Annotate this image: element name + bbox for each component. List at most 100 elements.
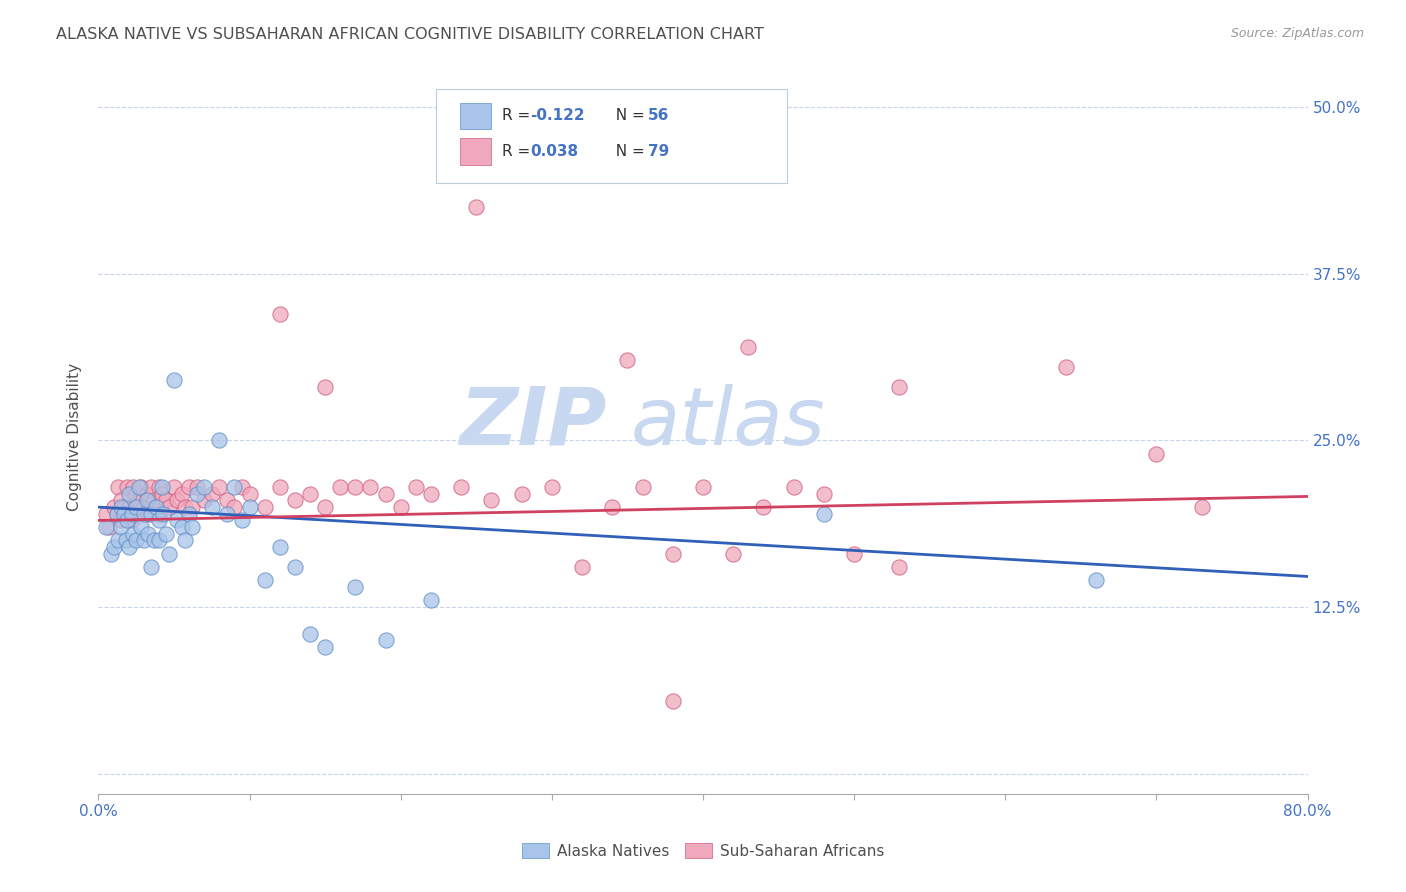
Point [813, 507, 835, 521]
Point [889, 380, 911, 394]
Point [115, 513, 138, 527]
Point [105, 507, 128, 521]
Point [737, 340, 759, 354]
Point [510, 487, 533, 501]
Point [155, 493, 177, 508]
Point [215, 507, 238, 521]
Point [166, 513, 188, 527]
Point [314, 500, 336, 515]
Point [148, 507, 170, 521]
Point [284, 560, 307, 574]
Point [141, 507, 163, 521]
Point [186, 480, 208, 494]
Point [889, 560, 911, 574]
Legend: Alaska Natives, Sub-Saharan Africans: Alaska Natives, Sub-Saharan Africans [516, 837, 890, 864]
Point [132, 507, 155, 521]
Point [98, 520, 121, 534]
Point [253, 574, 276, 588]
Point [173, 500, 195, 515]
Y-axis label: Cognitive Disability: Cognitive Disability [67, 363, 83, 511]
Point [122, 480, 145, 494]
Point [201, 487, 224, 501]
Point [405, 480, 427, 494]
Point [231, 480, 253, 494]
Point [110, 520, 132, 534]
Text: atlas: atlas [630, 384, 825, 462]
Point [374, 487, 396, 501]
Point [114, 533, 136, 548]
Point [125, 533, 148, 548]
Point [112, 500, 135, 515]
Point [616, 353, 638, 368]
Text: 56: 56 [648, 109, 669, 123]
Point [208, 480, 231, 494]
Point [135, 487, 157, 501]
Point [112, 507, 135, 521]
Point [231, 513, 253, 527]
Point [1144, 447, 1167, 461]
Point [723, 547, 745, 561]
Point [253, 500, 276, 515]
Point [110, 493, 132, 508]
Point [170, 487, 193, 501]
Point [1191, 500, 1213, 515]
Point [465, 200, 488, 214]
Point [450, 480, 472, 494]
Point [121, 513, 143, 527]
Point [269, 307, 291, 321]
Point [224, 500, 246, 515]
Point [420, 487, 443, 501]
Point [662, 693, 685, 707]
Point [141, 560, 163, 574]
Point [201, 500, 224, 515]
Point [128, 493, 150, 508]
Point [1054, 359, 1077, 374]
Point [631, 480, 654, 494]
Point [150, 487, 173, 501]
Point [314, 380, 336, 394]
Text: R =: R = [502, 145, 536, 159]
Text: N =: N = [606, 145, 650, 159]
Point [344, 580, 367, 594]
Point [173, 533, 195, 548]
Point [193, 493, 215, 508]
Point [125, 487, 148, 501]
Point [141, 480, 163, 494]
Point [114, 507, 136, 521]
Point [155, 526, 177, 541]
Point [148, 533, 170, 548]
Point [344, 480, 367, 494]
Point [148, 513, 170, 527]
Point [118, 487, 141, 501]
Point [224, 480, 246, 494]
Point [159, 547, 181, 561]
Point [662, 547, 685, 561]
Point [181, 520, 204, 534]
Point [215, 493, 238, 508]
Point [239, 500, 262, 515]
Point [125, 507, 148, 521]
Point [481, 493, 503, 508]
Text: ZIP: ZIP [458, 384, 606, 462]
Point [105, 507, 128, 521]
Point [269, 480, 291, 494]
Point [284, 493, 307, 508]
Point [181, 500, 204, 515]
Point [135, 493, 157, 508]
Point [163, 480, 186, 494]
Point [150, 480, 173, 494]
Point [374, 633, 396, 648]
Point [179, 480, 201, 494]
Point [692, 480, 714, 494]
Point [145, 500, 167, 515]
Point [94, 507, 117, 521]
Point [329, 480, 352, 494]
Point [314, 640, 336, 655]
Point [360, 480, 382, 494]
Point [186, 487, 208, 501]
Point [115, 480, 138, 494]
Point [159, 500, 181, 515]
Point [166, 493, 188, 508]
Point [152, 507, 174, 521]
Point [239, 487, 262, 501]
